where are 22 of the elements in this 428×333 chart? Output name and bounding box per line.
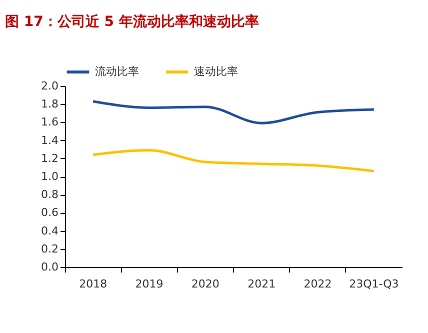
y-tick-label: 1.0 xyxy=(41,170,58,183)
y-tick-label: 1.6 xyxy=(41,116,58,129)
y-tick-label: 2.0 xyxy=(41,80,58,92)
y-tick-label: 1.4 xyxy=(41,134,58,147)
x-tick-label: 2020 xyxy=(191,278,220,290)
x-tick-label: 2018 xyxy=(79,278,108,290)
legend-label: 流动比率 xyxy=(95,65,139,78)
y-tick-label: 1.2 xyxy=(41,152,58,165)
y-tick-label: 0.0 xyxy=(41,260,58,274)
y-tick-label: 0.8 xyxy=(41,188,58,202)
line-series xyxy=(92,149,376,172)
line-series xyxy=(92,100,376,124)
x-tick-label: 2021 xyxy=(248,278,276,290)
y-tick-label: 0.2 xyxy=(41,242,58,256)
x-tick-label: 23Q1-Q3 xyxy=(349,278,399,290)
x-tick-label: 2019 xyxy=(135,278,164,290)
x-tick-label: 2022 xyxy=(304,278,332,290)
y-tick-label: 1.8 xyxy=(41,98,58,111)
chart-title: 图 17：公司近 5 年流动比率和速动比率 xyxy=(5,13,259,30)
y-tick-label: 0.4 xyxy=(41,224,58,238)
y-tick-label: 0.6 xyxy=(41,206,58,220)
legend-label: 速动比率 xyxy=(194,65,238,78)
